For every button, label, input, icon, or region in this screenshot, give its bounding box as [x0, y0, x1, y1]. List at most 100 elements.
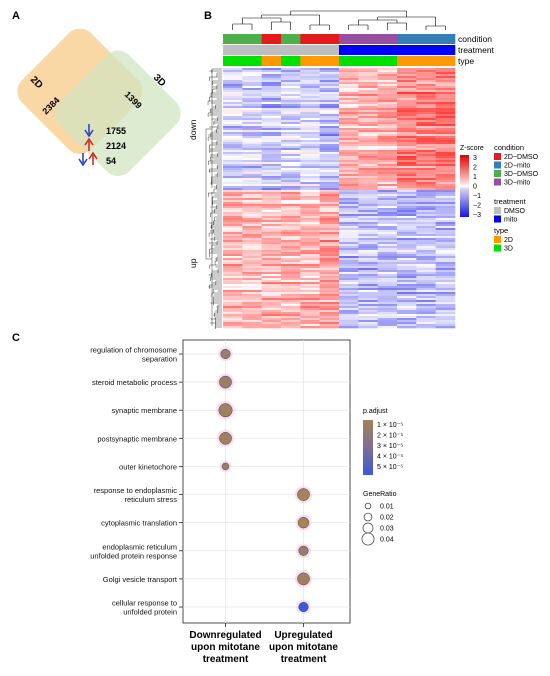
heatmap-cell — [435, 208, 456, 211]
heatmap-cell — [281, 168, 301, 171]
heatmap-cell — [397, 206, 417, 209]
heatmap-cell — [300, 312, 320, 315]
heatmap-cell — [377, 208, 398, 211]
panel-label-a: A — [12, 10, 20, 22]
heatmap-cell — [377, 70, 398, 73]
heatmap-cell — [377, 144, 398, 147]
heatmap-cell — [319, 132, 340, 135]
condition-legend-swatch — [494, 178, 501, 186]
heatmap-cell — [339, 160, 359, 163]
heatmap-cell — [319, 88, 340, 91]
heatmap-cell — [435, 304, 456, 307]
heatmap-cell — [261, 248, 282, 251]
heatmap-cell — [242, 226, 262, 229]
heatmap-cell — [339, 312, 359, 315]
heatmap-cell — [319, 314, 340, 317]
heatmap-cell — [377, 220, 398, 223]
heatmap-cell — [416, 142, 436, 145]
heatmap-cell — [300, 136, 320, 139]
heatmap-cell — [281, 122, 301, 125]
heatmap-cell — [358, 166, 378, 169]
heatmap-cell — [319, 274, 340, 277]
heatmap-cell — [261, 74, 282, 77]
heatmap-cell — [339, 310, 359, 313]
heatmap-cell — [397, 82, 417, 85]
heatmap-cell — [223, 308, 243, 311]
heatmap-cell — [261, 316, 282, 319]
heatmap-cell — [435, 240, 456, 243]
heatmap-cell — [223, 94, 243, 97]
heatmap-cell — [358, 216, 378, 219]
heatmap-cell — [242, 156, 262, 159]
heatmap-cell — [416, 278, 436, 281]
heatmap-cell — [281, 110, 301, 113]
heatmap-cell — [339, 72, 359, 75]
heatmap-cell — [416, 184, 436, 187]
heatmap-cell — [319, 280, 340, 283]
heatmap-cell — [339, 300, 359, 303]
heatmap-cell — [339, 88, 359, 91]
heatmap-cell — [300, 310, 320, 313]
heatmap-cell — [377, 136, 398, 139]
heatmap-cell — [261, 112, 282, 115]
heatmap-cell — [435, 116, 456, 119]
treatment-legend-label: DMSO — [504, 208, 526, 215]
heatmap-cell — [242, 238, 262, 241]
type-bar-cell — [397, 56, 417, 66]
heatmap-cell — [281, 176, 301, 179]
heatmap-cell — [358, 232, 378, 235]
heatmap-cell — [261, 208, 282, 211]
heatmap-cell — [358, 104, 378, 107]
heatmap-cell — [223, 184, 243, 187]
heatmap-cell — [261, 230, 282, 233]
heatmap-cell — [416, 270, 436, 273]
heatmap-cell — [397, 280, 417, 283]
heatmap-cell — [242, 68, 262, 71]
heatmap-cell — [242, 90, 262, 93]
heatmap-cell — [319, 260, 340, 263]
treatment-bar-cell — [223, 45, 243, 55]
heatmap-cell — [377, 296, 398, 299]
heatmap-cell — [397, 124, 417, 127]
heatmap-cell — [261, 106, 282, 109]
heatmap-cell — [281, 292, 301, 295]
heatmap-cell — [339, 152, 359, 155]
heatmap-cell — [377, 316, 398, 319]
heatmap-cell — [377, 128, 398, 131]
heatmap-cell — [339, 150, 359, 153]
heatmap-cell — [339, 206, 359, 209]
heatmap-cell — [377, 274, 398, 277]
type-bar-cell — [281, 56, 301, 66]
heatmap-cell — [377, 226, 398, 229]
heatmap-cell — [358, 280, 378, 283]
heatmap-cell — [261, 110, 282, 113]
heatmap-cell — [339, 114, 359, 117]
heatmap-cell — [397, 290, 417, 293]
venn-overlap-mixed: 54 — [106, 156, 116, 166]
heatmap-cell — [223, 86, 243, 89]
heatmap-cell — [397, 150, 417, 153]
heatmap-cell — [223, 268, 243, 271]
heatmap-cell — [416, 302, 436, 305]
heatmap-cell — [358, 98, 378, 101]
heatmap-cell — [261, 96, 282, 99]
heatmap-cell — [416, 84, 436, 87]
heatmap-cell — [339, 306, 359, 309]
heatmap-cell — [223, 158, 243, 161]
heatmap-cell — [435, 256, 456, 259]
heatmap-cell — [300, 186, 320, 189]
heatmap-cell — [416, 120, 436, 123]
heatmap-cell — [281, 284, 301, 287]
heatmap-cell — [223, 294, 243, 297]
heatmap-cell — [377, 240, 398, 243]
heatmap-cell — [377, 180, 398, 183]
heatmap-cell — [358, 266, 378, 269]
heatmap-cell — [300, 70, 320, 73]
heatmap-cell — [281, 234, 301, 237]
heatmap-cell — [377, 156, 398, 159]
heatmap-cell — [223, 76, 243, 79]
heatmap-cell — [358, 128, 378, 131]
heatmap-cell — [416, 286, 436, 289]
heatmap-cell — [319, 146, 340, 149]
